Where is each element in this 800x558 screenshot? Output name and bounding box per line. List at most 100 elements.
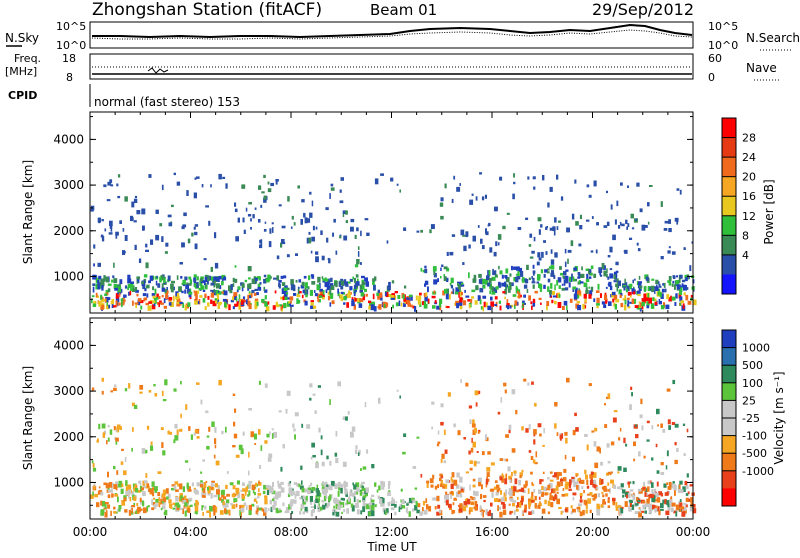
echo-cell [606, 273, 608, 278]
echo-cell [93, 485, 96, 490]
echo-cell [300, 503, 305, 507]
echo-cell [592, 483, 595, 488]
echo-cell [649, 185, 653, 187]
echo-cell [187, 288, 191, 294]
colorbar-segment [722, 435, 736, 454]
echo-cell [635, 434, 639, 439]
echo-cell [625, 288, 628, 293]
echo-cell [382, 497, 385, 504]
echo-cell [506, 303, 510, 307]
echo-cell [474, 390, 479, 396]
echo-cell [527, 488, 530, 494]
echo-cell [193, 283, 198, 288]
echo-cell [483, 499, 486, 503]
echo-cell [451, 234, 456, 237]
echo-cell [357, 452, 360, 456]
echo-cell [400, 302, 403, 307]
echo-cell [343, 279, 347, 285]
echo-cell [328, 278, 330, 284]
echo-cell [171, 487, 175, 491]
echo-cell [415, 295, 418, 301]
echo-cell [477, 225, 480, 228]
echo-cell [248, 408, 252, 411]
echo-cell [346, 302, 349, 308]
echo-cell [216, 283, 220, 289]
echo-cell [532, 284, 535, 289]
echo-cell [494, 206, 498, 212]
echo-cell [590, 272, 593, 276]
echo-cell [562, 275, 565, 279]
echo-cell [109, 220, 113, 226]
echo-cell [111, 486, 113, 492]
echo-cell [194, 506, 199, 512]
echo-cell [326, 285, 331, 291]
echo-cell [360, 292, 365, 297]
echo-cell [593, 479, 597, 484]
echo-cell [289, 296, 294, 301]
echo-cell [671, 483, 674, 489]
echo-cell [501, 282, 505, 287]
echo-cell [607, 497, 610, 500]
echo-cell [530, 496, 534, 500]
echo-cell [513, 173, 515, 178]
echo-cell [210, 289, 213, 292]
echo-cell [458, 292, 460, 298]
echo-cell [210, 184, 212, 188]
echo-cell [251, 503, 255, 507]
echo-cell [189, 279, 193, 285]
echo-cell [368, 502, 373, 506]
echo-cell [440, 474, 444, 479]
echo-cell [271, 490, 276, 495]
echo-cell [624, 249, 628, 254]
echo-cell [639, 302, 642, 308]
echo-cell [665, 465, 668, 470]
echo-cell [133, 487, 136, 492]
echo-cell [127, 274, 131, 279]
echo-cell [140, 499, 143, 505]
echo-cell [542, 175, 545, 181]
echo-cell [330, 277, 333, 283]
echo-cell [248, 291, 251, 294]
echo-cell [187, 238, 191, 244]
echo-cell [234, 493, 237, 497]
echo-cell [205, 480, 208, 483]
echo-cell [680, 506, 685, 510]
echo-cell [324, 281, 328, 288]
echo-cell [230, 299, 234, 303]
echo-cell [578, 243, 582, 247]
echo-cell [599, 272, 602, 276]
echo-cell [225, 484, 228, 490]
echo-cell [258, 488, 260, 492]
echo-cell [247, 494, 250, 497]
echo-cell [547, 500, 551, 507]
echo-cell [202, 459, 205, 462]
echo-cell [531, 381, 534, 385]
echo-cell [109, 223, 113, 229]
echo-cell [469, 460, 473, 464]
echo-cell [443, 274, 445, 278]
echo-cell [445, 499, 449, 506]
echo-cell [390, 177, 394, 182]
echo-cell [683, 453, 686, 456]
echo-cell [439, 298, 443, 304]
echo-cell [603, 304, 607, 308]
echo-cell [274, 491, 279, 498]
echo-cell [443, 483, 448, 489]
echo-cell [478, 273, 482, 278]
echo-cell [593, 298, 596, 302]
echo-cell [181, 290, 184, 294]
echo-cell [511, 448, 516, 453]
echo-cell [352, 482, 354, 486]
echo-cell [613, 280, 618, 283]
echo-cell [132, 285, 135, 291]
echo-cell [606, 396, 608, 400]
echo-cell [509, 490, 512, 496]
echo-cell [462, 234, 466, 237]
echo-cell [620, 483, 624, 488]
echo-cell [565, 481, 569, 488]
echo-cell [408, 500, 413, 504]
echo-cell [217, 304, 220, 309]
echo-cell [485, 482, 488, 488]
echo-cell [529, 499, 534, 503]
echo-cell [162, 450, 166, 456]
